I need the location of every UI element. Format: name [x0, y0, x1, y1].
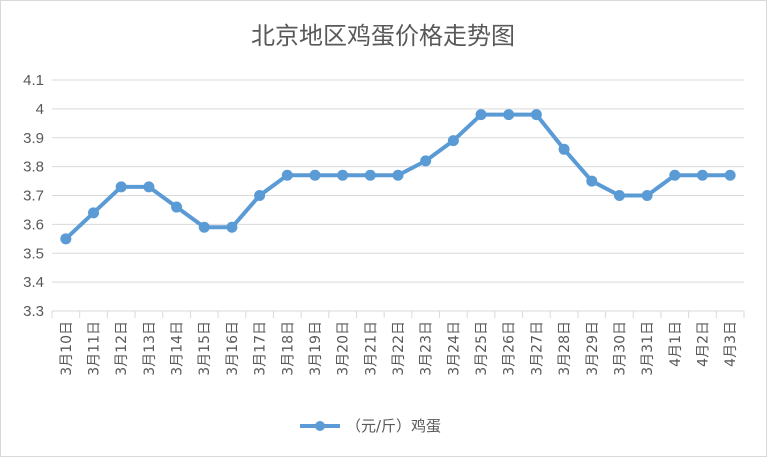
- x-tick-label: 3月12日: [114, 321, 130, 376]
- data-point: [364, 169, 376, 181]
- data-point: [60, 233, 72, 245]
- x-tick-label: 3月31日: [640, 321, 656, 376]
- data-point: [309, 169, 321, 181]
- data-point: [447, 135, 459, 147]
- legend: （元/斤）鸡蛋: [300, 417, 441, 435]
- x-tick-label: 3月20日: [336, 321, 352, 376]
- data-point: [115, 181, 127, 193]
- data-point: [669, 169, 681, 181]
- y-tick-label: 3.7: [23, 188, 44, 205]
- data-point: [475, 109, 487, 121]
- data-point: [696, 169, 708, 181]
- legend-marker: [315, 421, 325, 431]
- x-tick-label: 4月1日: [668, 321, 684, 367]
- x-tick-label: 3月25日: [474, 321, 490, 376]
- y-tick-label: 4.1: [23, 72, 44, 89]
- y-axis-ticks: 3.3 3.4 3.5 3.6 3.7 3.8 3.9 4 4.1: [23, 72, 44, 320]
- x-tick-label: 3月21日: [363, 321, 379, 376]
- x-tick-label: 3月23日: [419, 321, 435, 376]
- data-point: [143, 181, 155, 193]
- data-point: [641, 190, 653, 201]
- data-point: [171, 201, 183, 213]
- data-point: [337, 169, 349, 181]
- x-tick-label: 4月3日: [723, 321, 739, 367]
- data-point: [558, 143, 570, 155]
- data-point: [226, 221, 238, 233]
- data-point: [88, 207, 100, 219]
- data-point: [586, 175, 598, 187]
- x-tick-label: 3月26日: [502, 321, 518, 376]
- x-tick-label: 3月19日: [308, 321, 324, 376]
- x-tick-label: 3月15日: [197, 321, 213, 376]
- y-tick-label: 3.6: [23, 216, 44, 233]
- x-tick-label: 3月24日: [446, 321, 462, 376]
- y-tick-label: 3.3: [23, 303, 44, 320]
- data-point: [420, 155, 432, 167]
- data-point: [392, 169, 404, 181]
- y-tick-label: 3.8: [23, 159, 44, 176]
- data-point: [198, 221, 210, 233]
- chart-title: 北京地区鸡蛋价格走势图: [251, 22, 515, 50]
- x-tick-label: 3月22日: [391, 321, 407, 376]
- x-tick-label: 3月13日: [142, 321, 158, 376]
- x-tick-label: 3月11日: [87, 321, 103, 376]
- x-axis-ticks: 3月10日 3月11日 3月12日 3月13日 3月14日 3月15日 3月16日 3月17日…: [51, 311, 745, 376]
- x-tick-label: 3月18日: [280, 321, 296, 376]
- data-point: [281, 169, 293, 181]
- gridlines: [52, 79, 744, 312]
- x-tick-label: 3月17日: [253, 321, 269, 376]
- x-tick-label: 3月30日: [612, 321, 628, 376]
- x-tick-label: 3月16日: [225, 321, 241, 376]
- y-tick-label: 3.4: [23, 274, 44, 291]
- data-point: [503, 109, 515, 121]
- y-tick-label: 3.5: [23, 245, 44, 262]
- y-tick-label: 4: [36, 101, 44, 118]
- legend-label: （元/斤）鸡蛋: [346, 417, 441, 435]
- x-tick-label: 3月29日: [585, 321, 601, 376]
- series-egg-price: [60, 109, 736, 245]
- data-point: [530, 109, 542, 121]
- x-tick-label: 3月28日: [557, 321, 573, 376]
- x-tick-label: 3月27日: [529, 321, 545, 376]
- data-point: [254, 190, 266, 201]
- x-tick-label: 3月14日: [170, 321, 186, 376]
- x-tick-label: 3月10日: [59, 321, 75, 376]
- y-tick-label: 3.9: [23, 130, 44, 147]
- x-tick-label: 4月2日: [695, 321, 711, 367]
- data-point: [613, 190, 625, 201]
- data-point: [724, 169, 736, 181]
